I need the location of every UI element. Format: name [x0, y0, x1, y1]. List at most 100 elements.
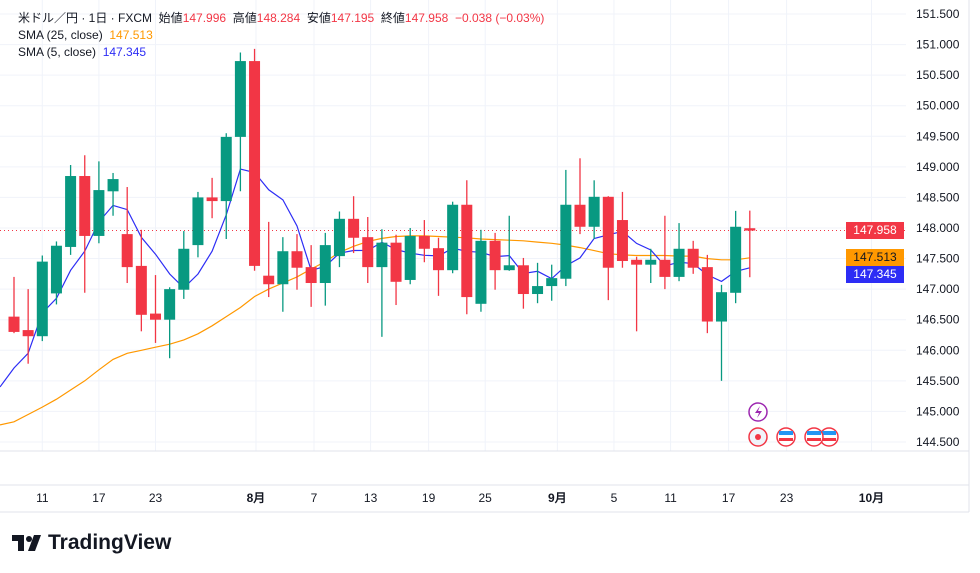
- price-chart[interactable]: 151.500 151.000 150.500 150.000 149.500 149.0…: [0, 0, 980, 520]
- events[interactable]: [748, 402, 839, 447]
- candle: [574, 158, 586, 235]
- price-tick-label: 149.000: [916, 160, 960, 174]
- low-label: 安値: [306, 11, 331, 25]
- candle-body: [305, 267, 317, 284]
- logo-text: TradingView: [48, 531, 172, 554]
- symbol[interactable]: 米ドル／円 · 1日 · FXCM: [18, 11, 152, 25]
- candles: [8, 48, 756, 381]
- candle-body: [390, 242, 402, 282]
- candle-body: [348, 218, 360, 238]
- candle: [602, 196, 614, 301]
- candle-body: [588, 196, 600, 227]
- candle: [164, 287, 176, 359]
- candle: [8, 276, 20, 334]
- candle-body: [616, 220, 628, 262]
- candle: [744, 210, 756, 278]
- price-tick-label: 146.500: [916, 313, 960, 327]
- candle-body: [65, 176, 77, 247]
- close-value: 147.958: [404, 11, 449, 25]
- candle: [687, 240, 699, 274]
- sma25-price-tag: 147.513: [846, 249, 904, 267]
- time-tick-label: 10月: [859, 491, 884, 505]
- price-tick-label: 150.500: [916, 68, 960, 82]
- candle: [461, 180, 473, 315]
- candle: [645, 248, 657, 284]
- candle: [36, 255, 48, 342]
- candle-body: [178, 248, 190, 290]
- tradingview-logo[interactable]: TradingView: [12, 531, 171, 555]
- candle: [716, 284, 727, 381]
- price-tick-label: 145.500: [916, 374, 960, 388]
- change-value: −0.038 (−0.03%): [454, 11, 545, 25]
- candle: [631, 256, 643, 332]
- open-label: 始値: [158, 11, 183, 25]
- candle: [348, 196, 360, 254]
- candle: [234, 52, 246, 192]
- time-tick-label: 11: [664, 491, 677, 505]
- candle-body: [192, 197, 204, 246]
- chart-legend: 米ドル／円 · 1日 · FXCM 始値147.996 高値148.284 安値…: [18, 10, 544, 61]
- us-flag-icon[interactable]: [776, 427, 796, 447]
- candle-body: [560, 204, 572, 279]
- candle: [489, 232, 501, 290]
- candle-body: [404, 235, 416, 280]
- candle-body: [8, 316, 20, 332]
- candle: [730, 210, 742, 304]
- dot-glyph: [755, 434, 761, 440]
- candle-body: [447, 204, 459, 271]
- candle-body: [503, 265, 515, 271]
- candle-body: [701, 267, 713, 322]
- us-flag-icon[interactable]: [804, 427, 824, 447]
- high-value: 148.284: [256, 11, 301, 25]
- candle-body: [517, 265, 529, 295]
- candle: [79, 155, 91, 293]
- time-tick-label: 13: [364, 491, 378, 505]
- time-tick-label: 7: [311, 491, 318, 505]
- candle-body: [461, 204, 473, 298]
- candle-body: [716, 292, 727, 322]
- candle: [291, 234, 303, 290]
- candle-body: [263, 275, 275, 285]
- price-tick-label: 151.500: [916, 7, 960, 21]
- price-tick-label: 148.000: [916, 221, 960, 235]
- price-tick-label: 145.000: [916, 404, 960, 418]
- candle-body: [121, 234, 133, 268]
- time-axis[interactable]: 11 17 23 8月 7 13 19 25 9月 5 11 17 23 10月: [36, 491, 884, 505]
- price-tick-label: 147.500: [916, 252, 960, 266]
- time-tick-label: 8月: [247, 491, 266, 505]
- time-tick-label: 11: [36, 491, 49, 505]
- sma25-label: SMA (25, close): [18, 28, 103, 42]
- price-axis[interactable]: 151.500 151.000 150.500 150.000 149.500 149.0…: [916, 7, 960, 449]
- candle: [560, 169, 572, 287]
- candle: [616, 191, 628, 268]
- candle: [206, 177, 218, 219]
- sma5-label: SMA (5, close): [18, 45, 97, 59]
- candle: [65, 165, 77, 255]
- candle-body: [433, 248, 444, 271]
- candle: [107, 172, 119, 216]
- candle-body: [333, 218, 345, 257]
- high-label: 高値: [232, 11, 257, 25]
- candle-body: [277, 251, 289, 285]
- sma25-legend[interactable]: SMA (25, close) 147.513: [18, 27, 544, 44]
- candle: [390, 234, 402, 306]
- sma25-value: 147.513: [109, 28, 153, 42]
- candle: [433, 237, 444, 296]
- candle: [588, 180, 600, 239]
- candle-body: [135, 265, 147, 315]
- price-tick-label: 146.000: [916, 343, 960, 357]
- candle-body: [36, 261, 48, 337]
- candle-body: [362, 237, 374, 268]
- low-value: 147.195: [330, 11, 375, 25]
- sma5-legend[interactable]: SMA (5, close) 147.345: [18, 44, 544, 61]
- candle: [333, 211, 345, 268]
- time-tick-label: 5: [611, 491, 618, 505]
- candle: [277, 237, 289, 312]
- candle: [673, 223, 685, 282]
- open-value: 147.996: [182, 11, 227, 25]
- candle-body: [50, 245, 62, 294]
- candle: [532, 262, 544, 304]
- last-price-tag: 147.958: [846, 222, 904, 240]
- candle: [447, 201, 459, 274]
- time-tick-label: 17: [92, 491, 106, 505]
